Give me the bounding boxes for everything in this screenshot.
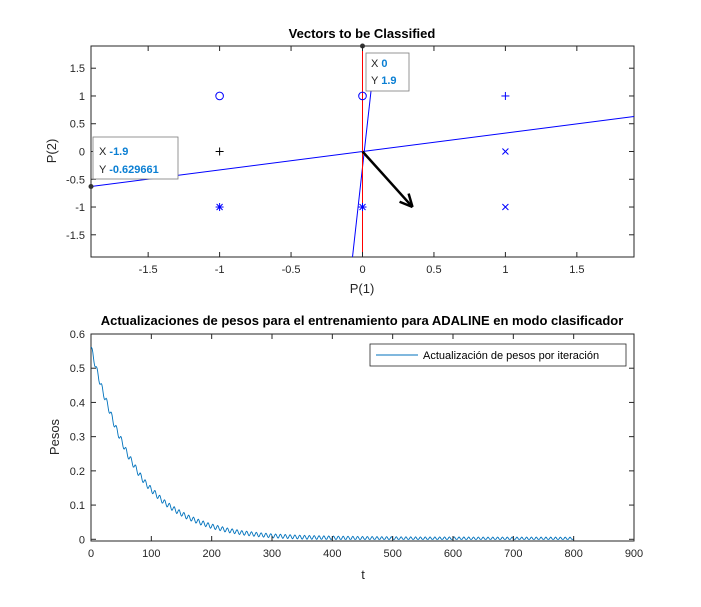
weights-xtick-label: 900 xyxy=(625,548,643,560)
vectors-xtick-label: -1 xyxy=(215,264,225,276)
datatip-top-y: Y 1.9 xyxy=(371,75,397,87)
weights-legend[interactable]: Actualización de pesos por iteración xyxy=(369,343,627,367)
weights-xtick-label: 0 xyxy=(88,548,94,560)
datatip-top-x: X 0 xyxy=(371,58,388,70)
weights-ytick-label: 0.3 xyxy=(70,432,85,444)
vectors-ytick-label: -1 xyxy=(75,202,85,214)
decision-line-1 xyxy=(352,90,372,257)
weights-ytick-label: 0.5 xyxy=(70,363,85,375)
weights-xtick-label: 800 xyxy=(564,548,582,560)
weights-legend-box xyxy=(369,343,627,367)
vectors-ytick-label: -0.5 xyxy=(66,174,85,186)
vector-point xyxy=(215,203,224,212)
datatip-left-y: Y -0.629661 xyxy=(99,164,159,176)
vectors-axes[interactable]: Vectors to be Classified -1.5 -1 -0.5 0 0.5 1… xyxy=(44,26,635,296)
weights-xtick-label: 500 xyxy=(383,548,401,560)
vectors-xtick-label: 1.5 xyxy=(569,264,584,276)
datatip-left-x: X -1.9 xyxy=(99,146,128,158)
vectors-marks xyxy=(88,43,634,257)
vectors-xlabel: P(1) xyxy=(350,281,375,296)
vectors-xtick-label: 1 xyxy=(502,264,508,276)
weights-ylabel: Pesos xyxy=(47,418,62,455)
weights-xtick-label: 600 xyxy=(444,548,462,560)
weights-plot-area xyxy=(90,333,635,542)
weights-xtick-label: 100 xyxy=(142,548,160,560)
vectors-ytick-label: 1 xyxy=(79,91,85,103)
vector-point xyxy=(358,203,367,212)
vectors-ytick-label: 0.5 xyxy=(70,119,85,131)
weights-xtick-label: 300 xyxy=(263,548,281,560)
weights-ytick-label: 0.1 xyxy=(70,500,85,512)
vector-point xyxy=(502,148,509,155)
vectors-ytick-label: -1.5 xyxy=(66,230,85,242)
vectors-xtick-label: 0.5 xyxy=(426,264,441,276)
vector-point xyxy=(501,91,510,100)
vectors-ticks: -1.5 -1 -0.5 0 0.5 1 1.5 -1.5 -1 -0.5 0 0.5 1 1.5 xyxy=(66,46,634,276)
weights-xtick-label: 700 xyxy=(504,548,522,560)
weights-legend-label: Actualización de pesos por iteración xyxy=(423,350,599,362)
vectors-ylabel: P(2) xyxy=(44,139,59,164)
weights-ytick-label: 0.2 xyxy=(70,466,85,478)
datatip-left-box xyxy=(92,136,179,180)
weights-axes[interactable]: Actualizaciones de pesos para el entrena… xyxy=(47,313,643,582)
weights-xtick-label: 200 xyxy=(202,548,220,560)
weights-ytick-label: 0.6 xyxy=(70,329,85,341)
vectors-xtick-label: 0 xyxy=(359,264,365,276)
vectors-title: Vectors to be Classified xyxy=(289,26,436,41)
vector-point xyxy=(358,91,367,101)
datatip-top[interactable]: X 0 Y 1.9 xyxy=(365,52,410,92)
vector-point xyxy=(215,147,224,156)
weights-ytick-label: 0 xyxy=(79,534,85,546)
weights-ticks: 0 100 200 300 400 500 600 700 800 900 0 0.1 0.2 0.3 0.… xyxy=(70,329,643,560)
vectors-ytick-label: 1.5 xyxy=(70,63,85,75)
weight-vector-arrow xyxy=(361,150,414,209)
vectors-ytick-label: 0 xyxy=(79,147,85,159)
datatip-left[interactable]: X -1.9 Y -0.629661 xyxy=(92,136,179,180)
vectors-xtick-label: -1.5 xyxy=(139,264,158,276)
weights-ytick-label: 0.4 xyxy=(70,397,85,409)
datatip-top-box xyxy=(365,52,410,92)
vectors-xtick-label: -0.5 xyxy=(282,264,301,276)
weights-xtick-label: 400 xyxy=(323,548,341,560)
weights-xlabel: t xyxy=(361,567,365,582)
vector-point xyxy=(215,91,224,101)
vector-point xyxy=(502,203,509,211)
weights-title: Actualizaciones de pesos para el entrena… xyxy=(101,313,624,328)
datatip-anchor-1 xyxy=(88,183,94,189)
